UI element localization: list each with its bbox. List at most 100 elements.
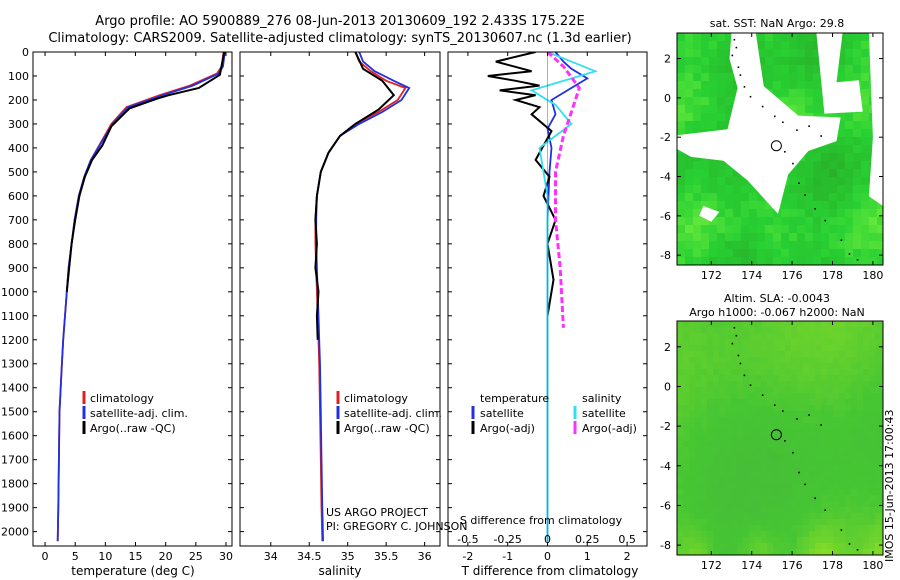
- map-cell: [773, 519, 779, 525]
- map-cell: [877, 217, 883, 225]
- map-cell: [683, 495, 689, 501]
- map-cell: [773, 423, 779, 429]
- map-cell: [701, 225, 709, 233]
- map-cell: [789, 73, 797, 81]
- map-cell: [677, 513, 683, 519]
- map-cell: [845, 65, 853, 73]
- map-cell: [791, 375, 797, 381]
- map-cell: [677, 121, 685, 129]
- map-cell: [857, 411, 863, 417]
- map-cell: [713, 423, 719, 429]
- map-cell: [857, 423, 863, 429]
- map-cell: [767, 333, 773, 339]
- y-tick-label: 400: [8, 142, 29, 155]
- map-cell: [701, 387, 707, 393]
- map-cell: [719, 543, 725, 549]
- map-cell: [725, 387, 731, 393]
- x-tick-label: 35.5: [374, 550, 399, 563]
- map-cell: [785, 339, 791, 345]
- map-cell: [709, 249, 717, 257]
- map-cell: [833, 507, 839, 513]
- map-cell: [767, 519, 773, 525]
- map-cell: [781, 89, 789, 97]
- map-cell: [761, 525, 767, 531]
- map-cell: [737, 423, 743, 429]
- map-cell: [875, 327, 881, 333]
- map-cell: [749, 423, 755, 429]
- map-cell: [861, 137, 869, 145]
- map-cell: [815, 543, 821, 549]
- map-cell: [875, 375, 881, 381]
- map-cell: [809, 399, 815, 405]
- map-cell: [695, 441, 701, 447]
- map-cell: [845, 161, 853, 169]
- map-cell: [875, 423, 881, 429]
- salinity-legend: climatology satellite-adj. clim. Argo(..…: [336, 391, 442, 435]
- map-cell: [803, 429, 809, 435]
- map-cell: [749, 327, 755, 333]
- map-cell: [731, 393, 737, 399]
- map-cell: [701, 249, 709, 257]
- map-cell: [813, 193, 821, 201]
- map-cell: [863, 471, 869, 477]
- map-cell: [853, 137, 861, 145]
- map-cell: [749, 489, 755, 495]
- map-cell: [707, 495, 713, 501]
- map-cell: [733, 233, 741, 241]
- map-cell: [809, 357, 815, 363]
- map-cell: [785, 405, 791, 411]
- map-cell: [707, 507, 713, 513]
- map-cell: [797, 387, 803, 393]
- map-cell: [779, 477, 785, 483]
- map-cell: [765, 49, 773, 57]
- map-cell: [839, 435, 845, 441]
- map-cell: [767, 513, 773, 519]
- map-cell: [725, 113, 733, 121]
- map-cell: [695, 423, 701, 429]
- map-cell: [789, 169, 797, 177]
- map-cell: [731, 387, 737, 393]
- map-cell: [863, 447, 869, 453]
- map-cell: [857, 333, 863, 339]
- y-tick-label: 1600: [1, 430, 29, 443]
- map-cell: [743, 501, 749, 507]
- map-cell: [761, 459, 767, 465]
- map-cell: [791, 489, 797, 495]
- map-cell: [779, 441, 785, 447]
- project-credit: US ARGO PROJECT: [326, 506, 428, 519]
- map-cell: [845, 447, 851, 453]
- map-cell: [809, 459, 815, 465]
- map-cell: [861, 169, 869, 177]
- map-cell: [755, 339, 761, 345]
- map-cell: [791, 405, 797, 411]
- map-cell: [863, 381, 869, 387]
- map-cell: [803, 417, 809, 423]
- x-top-tick-label: 0: [544, 533, 551, 546]
- coast-dot: [731, 54, 734, 57]
- map-cell: [781, 49, 789, 57]
- map-cell: [755, 483, 761, 489]
- map-cell: [827, 471, 833, 477]
- map-cell: [821, 477, 827, 483]
- map-cell: [773, 73, 781, 81]
- map-cell: [791, 519, 797, 525]
- map-cell: [677, 459, 683, 465]
- map-cell: [767, 381, 773, 387]
- map-cell: [839, 483, 845, 489]
- map-cell: [851, 369, 857, 375]
- map-cell: [881, 339, 883, 345]
- map-cell: [761, 501, 767, 507]
- map-cell: [755, 453, 761, 459]
- map-cell: [827, 411, 833, 417]
- map-cell: [683, 459, 689, 465]
- map-cell: [875, 429, 881, 435]
- map-cell: [757, 33, 765, 41]
- map-cell: [833, 453, 839, 459]
- map-cell: [757, 249, 765, 257]
- y-tick-label: 1500: [1, 406, 29, 419]
- map-cell: [725, 375, 731, 381]
- map-cell: [839, 549, 845, 555]
- map-cell: [779, 357, 785, 363]
- map-cell: [821, 519, 827, 525]
- map-cell: [809, 543, 815, 549]
